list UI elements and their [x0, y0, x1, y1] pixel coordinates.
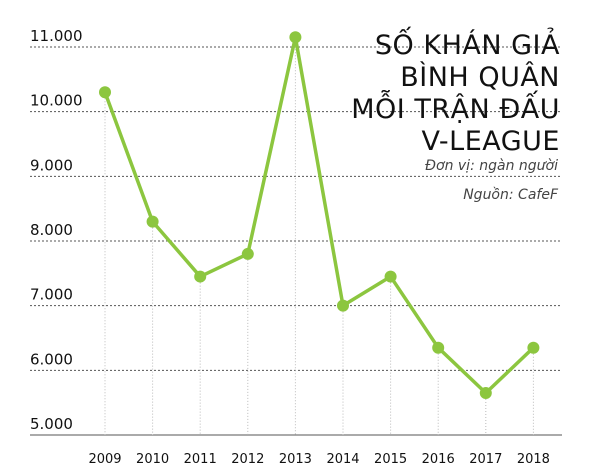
x-tick-label-2018: 2018: [517, 452, 550, 467]
x-tick-label-2016: 2016: [422, 452, 455, 467]
vertical-gridlines: [104, 37, 534, 435]
data-point-2009: [99, 86, 111, 99]
y-tick-label: 9.000: [30, 156, 73, 174]
title-line-3: MỖI TRẬN ĐẤU: [351, 94, 560, 125]
x-tick-label-2017: 2017: [469, 452, 502, 467]
x-tick-label-2012: 2012: [231, 452, 264, 467]
x-tick-label-2011: 2011: [184, 452, 217, 467]
series-line: [103, 35, 535, 395]
x-tick-label-2014: 2014: [326, 452, 359, 467]
data-point-2011: [194, 270, 207, 283]
data-point-2018: [527, 341, 540, 354]
horizontal-gridlines: [30, 46, 562, 436]
data-point-2015: [384, 270, 397, 283]
x-tick-label-2013: 2013: [279, 452, 312, 467]
data-points: [99, 31, 540, 399]
source-note: Nguồn: CafeF: [463, 187, 558, 203]
y-tick-label: 6.000: [30, 350, 73, 368]
data-point-2014: [337, 299, 349, 312]
y-tick-label: 10.000: [30, 92, 83, 110]
x-tick-label-2015: 2015: [374, 452, 407, 467]
y-tick-label: 11.000: [30, 27, 83, 45]
data-point-2012: [241, 247, 254, 260]
y-tick-label: 5.000: [30, 415, 73, 433]
data-point-2016: [432, 341, 445, 354]
title-line-4: V-LEAGUE: [421, 126, 560, 157]
x-axis-tick-labels: 2009 2010 2011 2012 2013 2014 2015 2016 2017 2018: [88, 452, 549, 467]
y-tick-label: 7.000: [30, 286, 73, 304]
data-point-2013: [289, 31, 302, 44]
data-point-2010: [146, 215, 159, 228]
x-tick-label-2009: 2009: [88, 452, 121, 467]
unit-note: Đơn vị: ngàn người: [425, 158, 558, 174]
y-tick-label: 8.000: [30, 221, 73, 239]
data-point-2017: [479, 386, 492, 399]
title-line-1: SỐ KHÁN GIẢ: [374, 30, 560, 61]
y-axis-tick-labels: 5.000 6.000 7.000 8.000 9.000 10.000 11.000: [30, 27, 83, 433]
title-line-2: BÌNH QUÂN: [400, 62, 560, 93]
x-tick-label-2010: 2010: [136, 452, 169, 467]
chart-title: SỐ KHÁN GIẢ BÌNH QUÂN MỖI TRẬN ĐẤU V-LEA…: [351, 30, 560, 158]
